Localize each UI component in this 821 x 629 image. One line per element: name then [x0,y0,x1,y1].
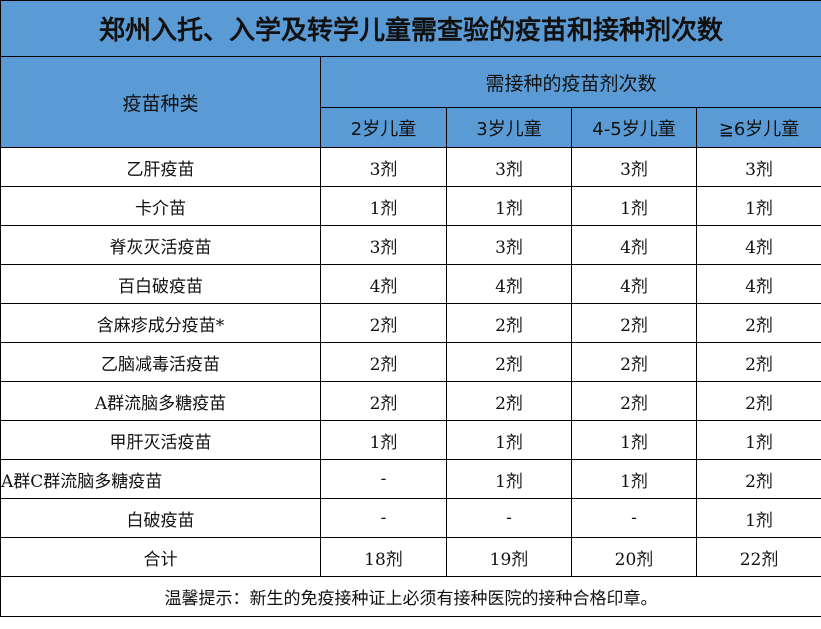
dose-cell: 18剂 [320,537,447,577]
dose-cell: - [320,498,447,538]
dose-cell: 2剂 [446,342,572,382]
table-row: 乙脑减毒活疫苗 2剂 2剂 2剂 2剂 [0,342,821,382]
dose-cell: 3剂 [695,147,821,187]
dose-cell: 2剂 [571,381,697,421]
dose-cell: 1剂 [571,459,697,499]
dose-cell: 1剂 [571,420,697,460]
age-header: 3岁儿童 [446,107,572,148]
dose-cell: 1剂 [695,186,821,226]
dose-cell: 19剂 [446,537,572,577]
age-header: 2岁儿童 [320,107,447,148]
dose-cell: 1剂 [320,186,447,226]
dose-cell: 1剂 [446,186,572,226]
table-row: 白破疫苗 - - -1剂 [0,498,821,538]
dose-cell: 3剂 [446,147,572,187]
dose-cell: 1剂 [446,420,572,460]
dose-cell: 2剂 [320,381,447,421]
dose-cell: 2剂 [571,303,697,343]
vaccine-name: 脊灰灭活疫苗 [0,225,321,265]
dose-cell: 3剂 [446,225,572,265]
footer-row: 温馨提示：新生的免疫接种证上必须有接种医院的接种合格印章。 [0,576,821,617]
dose-cell: 4剂 [695,264,821,304]
dose-cell: 3剂 [571,147,697,187]
dose-cell: 4剂 [446,264,572,304]
vaccine-name: A群C群流脑多糖疫苗 [0,459,321,499]
dose-cell: 2剂 [320,303,447,343]
dose-cell: - [571,498,697,538]
vaccine-name: 白破疫苗 [0,498,321,538]
dose-cell: 1剂 [446,459,572,499]
age-header-row: 2岁儿童 3岁儿童 4-5岁儿童 ≧6岁儿童 [0,107,821,148]
table-row: 合计 18剂 19剂 20剂 22剂 [0,537,821,577]
vaccine-name: 合计 [0,537,321,577]
dose-cell: 2剂 [695,303,821,343]
dose-cell: 1剂 [320,420,447,460]
dose-cell: 4剂 [571,225,697,265]
title-row: 郑州入托、入学及转学儿童需查验的疫苗和接种剂次数 [0,0,821,57]
table-row: 百白破疫苗 4剂 4剂 4剂 4剂 [0,264,821,304]
age-header: ≧6岁儿童 [695,107,821,148]
vaccine-name: A群流脑多糖疫苗 [0,381,321,421]
dose-cell: 1剂 [695,420,821,460]
dose-cell: 4剂 [571,264,697,304]
header-row: 疫苗种类 需接种的疫苗剂次数 [0,56,821,148]
dose-cell: 2剂 [695,381,821,421]
age-header: 4-5岁儿童 [571,107,697,148]
table-title: 郑州入托、入学及转学儿童需查验的疫苗和接种剂次数 [0,0,821,57]
dose-cell: 4剂 [320,264,447,304]
table-row: 脊灰灭活疫苗 3剂 3剂 4剂 4剂 [0,225,821,265]
dose-cell: - [446,498,572,538]
table-row: 乙肝疫苗 3剂 3剂 3剂 3剂 [0,147,821,187]
dose-cell: 2剂 [695,459,821,499]
vaccine-type-header: 疫苗种类 [0,56,321,148]
dose-cell: 2剂 [446,303,572,343]
vaccine-name: 百白破疫苗 [0,264,321,304]
footer-note: 温馨提示：新生的免疫接种证上必须有接种医院的接种合格印章。 [0,576,821,617]
dose-cell: 20剂 [571,537,697,577]
vaccine-name: 乙肝疫苗 [0,147,321,187]
table-row: 卡介苗 1剂 1剂 1剂 1剂 [0,186,821,226]
dose-cell: 1剂 [695,498,821,538]
doses-group-header: 需接种的疫苗剂次数 [319,56,821,108]
dose-cell: 22剂 [695,537,821,577]
dose-cell: 2剂 [446,381,572,421]
vaccine-name: 甲肝灭活疫苗 [0,420,321,460]
vaccine-name: 卡介苗 [0,186,321,226]
dose-cell: 3剂 [320,147,447,187]
vaccine-name: 乙脑减毒活疫苗 [0,342,321,382]
table-row: A群C群流脑多糖疫苗 -1剂 1剂 2剂 [0,459,821,499]
dose-cell: 2剂 [695,342,821,382]
dose-cell: 2剂 [571,342,697,382]
vaccine-name: 含麻疹成分疫苗* [0,303,321,343]
dose-cell: 1剂 [571,186,697,226]
table-row: A群流脑多糖疫苗 2剂 2剂 2剂 2剂 [0,381,821,421]
table-row: 甲肝灭活疫苗 1剂 1剂 1剂 1剂 [0,420,821,460]
dose-cell: 2剂 [320,342,447,382]
dose-cell: 3剂 [320,225,447,265]
dose-cell: - [320,459,447,499]
dose-cell: 4剂 [695,225,821,265]
table-row: 含麻疹成分疫苗* 2剂 2剂 2剂 2剂 [0,303,821,343]
